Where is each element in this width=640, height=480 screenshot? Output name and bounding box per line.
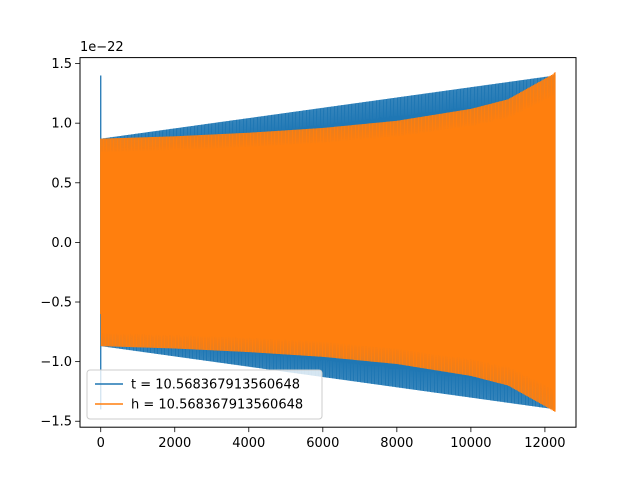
legend-frame <box>86 369 323 420</box>
x-axis: 0 2000 4000 6000 8000 10000 12000 <box>97 427 566 451</box>
x-tick-label: 2000 <box>158 436 191 451</box>
x-tick-label: 0 <box>97 436 105 451</box>
series-line <box>100 71 556 412</box>
y-tick-label: −1.0 <box>40 355 72 370</box>
y-tick-label: −1.5 <box>40 415 72 430</box>
legend: t = 10.568367913560648 h = 10.56836791356… <box>86 369 323 420</box>
series-1 <box>100 74 556 410</box>
series-layer <box>100 71 556 412</box>
y-tick-label: −0.5 <box>40 296 72 311</box>
x-tick-label: 8000 <box>380 436 413 451</box>
legend-label: h = 10.568367913560648 <box>131 398 303 413</box>
y-tick-label: 0.5 <box>51 176 72 191</box>
x-tick-label: 10000 <box>450 436 491 451</box>
legend-label: t = 10.568367913560648 <box>131 378 300 393</box>
y-axis: −1.5 −1.0 −0.5 0.0 0.5 1.0 1.5 <box>40 57 80 430</box>
x-tick-label: 12000 <box>524 436 565 451</box>
y-tick-label: 0.0 <box>51 236 72 251</box>
y-tick-label: 1.0 <box>51 117 72 132</box>
x-tick-label: 6000 <box>306 436 339 451</box>
y-tick-label: 1.5 <box>51 57 72 72</box>
series-2 <box>100 71 556 412</box>
series-line <box>100 74 556 410</box>
x-tick-label: 4000 <box>232 436 265 451</box>
y-scale-label: 1e−22 <box>80 40 124 55</box>
